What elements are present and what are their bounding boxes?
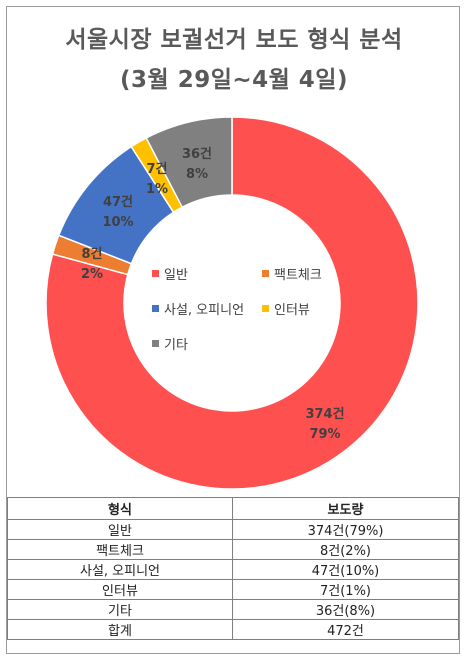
legend-label: 인터뷰 [274, 303, 310, 318]
table-cell-format: 일반 [7, 519, 233, 540]
table-row: 인터뷰 7건(1%) [7, 579, 459, 600]
legend-label: 기타 [164, 338, 188, 353]
legend-swatch [262, 305, 269, 312]
donut-slice-general [45, 116, 419, 490]
data-label-interview-percent: 1% [146, 182, 168, 197]
data-label-general-count: 374건 [305, 406, 344, 422]
legend-item-interview: 인터뷰 [262, 299, 310, 318]
legend-item-other: 기타 [152, 334, 188, 353]
table-cell-count: 7건(1%) [232, 579, 459, 600]
table-cell-count: 8건(2%) [232, 539, 459, 560]
legend-label: 일반 [164, 268, 188, 283]
table-row: 사설, 오피니언 47건(10%) [7, 559, 459, 580]
table-header-count: 보도량 [232, 497, 459, 520]
table-cell-format: 기타 [7, 599, 233, 620]
data-label-general-percent: 79% [309, 427, 340, 442]
table-cell-format: 팩트체크 [7, 539, 233, 560]
data-label-factcheck-count: 8건 [81, 246, 102, 262]
legend-item-general: 일반 [152, 264, 188, 283]
table-row: 팩트체크 8건(2%) [7, 539, 459, 560]
table-row: 일반 374건(79%) [7, 519, 459, 540]
table-row-total: 합계 472건 [7, 619, 459, 640]
summary-table: 형식 보도량 일반 374건(79%) 팩트체크 8건(2%) 사설, 오피니언… [7, 497, 459, 640]
data-label-other-count: 36건 [182, 146, 212, 162]
table-header-format: 형식 [7, 497, 233, 520]
table-cell-count: 472건 [232, 619, 459, 640]
chart-title-line1: 서울시장 보궐선거 보도 형식 분석 [65, 27, 403, 53]
table-cell-format: 사설, 오피니언 [7, 559, 233, 580]
data-label-interview-count: 7건 [146, 161, 167, 177]
donut-slice-other [145, 116, 233, 209]
legend-label: 팩트체크 [274, 268, 322, 283]
chart-title-line2: (3월 29일~4월 4일) [120, 67, 348, 93]
legend-swatch [152, 305, 159, 312]
table-cell-format: 합계 [7, 619, 233, 640]
data-label-opinion-count: 47건 [103, 194, 133, 210]
data-label-other-percent: 8% [186, 167, 208, 182]
legend-swatch [262, 270, 269, 277]
table-header-row: 형식 보도량 [7, 497, 459, 520]
legend-item-factcheck: 팩트체크 [262, 264, 322, 283]
legend-swatch [152, 340, 159, 347]
donut-chart: 374건 79% 8건 2% 47건 10% 7건 1% 36건 8% [45, 116, 419, 490]
data-label-opinion-percent: 10% [102, 215, 133, 230]
legend-label: 사설, 오피니언 [164, 303, 245, 318]
table-cell-count: 36건(8%) [232, 599, 459, 620]
table-cell-count: 374건(79%) [232, 519, 459, 540]
legend-swatch [152, 270, 159, 277]
data-label-factcheck-percent: 2% [81, 267, 103, 282]
table-row: 기타 36건(8%) [7, 599, 459, 620]
table-cell-count: 47건(10%) [232, 559, 459, 580]
table-cell-format: 인터뷰 [7, 579, 233, 600]
legend-item-opinion: 사설, 오피니언 [152, 299, 244, 318]
